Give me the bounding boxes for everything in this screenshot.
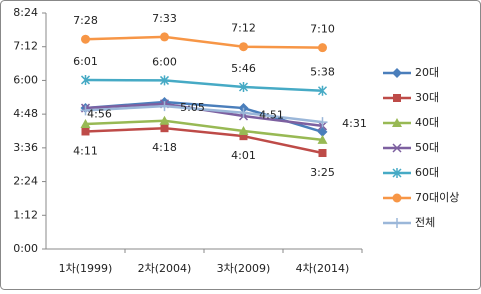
series-line (85, 126, 323, 155)
value-label: 6:01 (73, 55, 98, 68)
value-label: 4:31 (342, 117, 367, 130)
legend-label: 50대 (415, 141, 439, 154)
marker (393, 94, 401, 102)
marker (159, 101, 170, 112)
marker (81, 127, 90, 136)
marker-shape (81, 34, 90, 44)
value-label: 7:33 (152, 12, 177, 25)
marker (318, 43, 327, 53)
marker-shape (317, 134, 328, 144)
value-label: 5:38 (310, 66, 335, 79)
marker-shape (238, 126, 249, 135)
marker-shape (392, 118, 402, 127)
marker (238, 81, 249, 92)
series-line (85, 104, 323, 124)
marker (392, 193, 402, 203)
series-line (85, 78, 323, 92)
marker-shape (159, 115, 170, 125)
marker (159, 75, 170, 86)
value-label: 3:25 (310, 166, 335, 179)
legend-label: 전체 (415, 216, 435, 229)
marker-shape (392, 168, 402, 178)
marker (238, 126, 249, 135)
marker-shape (159, 101, 170, 112)
y-tick-label: 7:12 (13, 40, 38, 53)
marker-shape (392, 218, 402, 228)
marker-shape (238, 81, 249, 92)
y-tick-label: 1:12 (13, 208, 38, 221)
x-tick-label: 4차(2014) (296, 262, 350, 275)
marker-shape (238, 107, 249, 118)
marker-shape (160, 32, 169, 42)
series-line (85, 35, 323, 49)
marker-shape (317, 117, 328, 128)
x-tick-label: 1차(1999) (59, 262, 113, 275)
value-label: 5:46 (231, 62, 256, 75)
marker-shape (80, 118, 91, 128)
value-label: 7:10 (310, 23, 335, 36)
marker (317, 85, 328, 96)
marker (238, 107, 249, 118)
value-label: 4:11 (73, 144, 98, 157)
value-label: 7:12 (231, 22, 256, 35)
y-tick-label: 4:48 (13, 107, 38, 120)
marker-shape (80, 105, 91, 116)
marker-shape (159, 75, 170, 86)
value-label: 7:28 (73, 14, 98, 27)
marker-shape (80, 74, 91, 85)
legend-label: 60대 (415, 166, 439, 179)
marker (159, 115, 170, 125)
y-tick-label: 3:36 (13, 141, 38, 154)
marker (81, 34, 90, 44)
marker (318, 149, 327, 158)
marker-shape (393, 94, 401, 102)
marker (392, 143, 402, 153)
value-label: 4:18 (152, 141, 177, 154)
value-label: 4:01 (231, 149, 256, 162)
marker (317, 117, 328, 128)
marker-shape (317, 85, 328, 96)
value-label: 4:56 (87, 107, 112, 120)
value-label: 4:51 (259, 109, 284, 122)
marker (239, 42, 248, 52)
marker (239, 132, 248, 141)
marker-shape (160, 124, 169, 133)
marker-shape (239, 42, 248, 52)
marker-shape (317, 126, 328, 137)
x-tick-label: 2차(2004) (138, 262, 192, 275)
marker-shape (318, 149, 327, 158)
marker-shape (239, 132, 248, 141)
marker (317, 126, 328, 137)
marker-shape (392, 68, 402, 78)
marker (80, 105, 91, 116)
marker (392, 68, 402, 78)
marker (80, 74, 91, 85)
marker (392, 118, 402, 127)
marker (392, 168, 402, 178)
marker-shape (392, 143, 402, 153)
x-tick-label: 3차(2009) (217, 262, 271, 275)
marker (317, 134, 328, 144)
legend-label: 70대이상 (415, 191, 459, 204)
legend-label: 20대 (415, 66, 439, 79)
marker (392, 218, 402, 228)
series-line (85, 119, 323, 142)
value-label: 6:00 (152, 55, 177, 68)
legend-label: 30대 (415, 91, 439, 104)
y-tick-label: 6:00 (13, 73, 38, 86)
marker-shape (318, 43, 327, 53)
value-label: 5:05 (180, 101, 205, 114)
marker (80, 118, 91, 128)
y-tick-label: 0:00 (13, 242, 38, 255)
marker-shape (81, 127, 90, 136)
legend-label: 40대 (415, 116, 439, 129)
marker (160, 124, 169, 133)
marker (160, 32, 169, 42)
y-tick-label: 8:24 (13, 6, 38, 19)
marker-shape (392, 193, 402, 203)
y-tick-label: 2:24 (13, 175, 38, 188)
